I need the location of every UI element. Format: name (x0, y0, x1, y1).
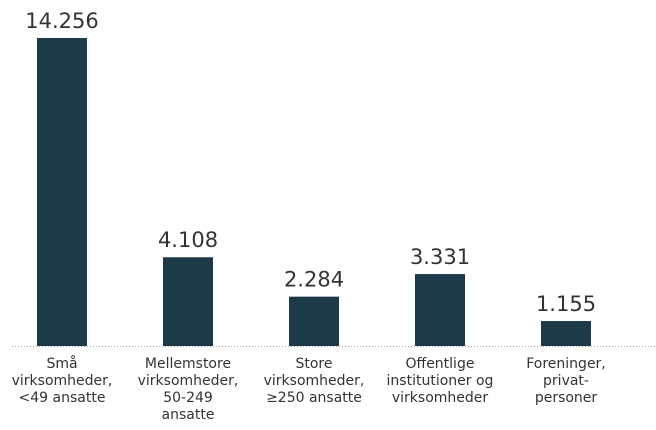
x-tick-label: Foreninger, privat- personer (526, 356, 606, 406)
value-label: 14.256 (25, 9, 98, 33)
value-label: 3.331 (410, 245, 470, 269)
bar (163, 257, 213, 346)
x-tick-label: Mellemstore virksomheder, 50-249 ansatte (137, 356, 239, 423)
x-tick-label: Store virksomheder, ≥250 ansatte (263, 356, 365, 406)
x-tick-label: Offentlige institutioner og virksomheder (386, 356, 494, 406)
bar (541, 321, 591, 346)
value-label: 4.108 (158, 228, 218, 252)
bar (415, 274, 465, 346)
value-label: 1.155 (536, 292, 596, 316)
bar (289, 296, 339, 346)
bar (37, 38, 87, 346)
value-label: 2.284 (284, 268, 344, 292)
x-tick-label: Små virksomheder, <49 ansatte (11, 356, 113, 406)
